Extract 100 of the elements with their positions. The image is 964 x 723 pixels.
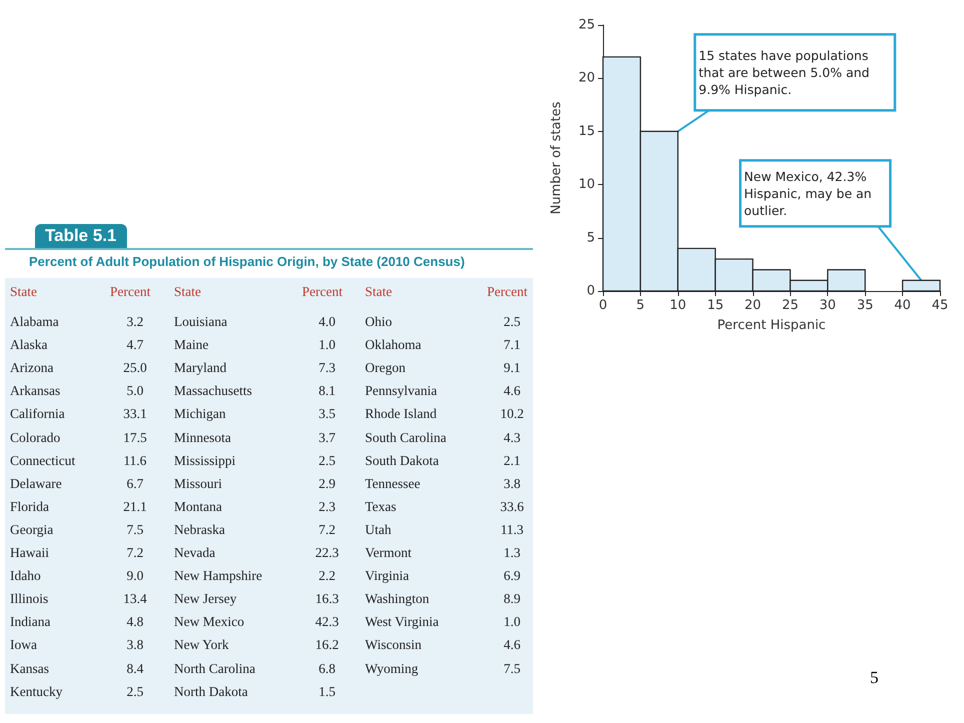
x-tick-label: 40 <box>894 298 911 313</box>
text: Maryland <box>174 360 226 376</box>
y-tick-label: 10 <box>578 177 595 192</box>
text: 42.3 <box>315 614 339 630</box>
text: Percent <box>110 284 150 300</box>
text: Massachusetts <box>174 383 252 400</box>
text: 4.6 <box>504 637 520 654</box>
text: Iowa <box>10 637 37 654</box>
text: Pennsylvania <box>365 383 437 400</box>
y-tick-label: 15 <box>578 124 595 139</box>
text: 3.5 <box>318 406 336 422</box>
y-tick-label: 25 <box>578 18 595 32</box>
text: 2.2 <box>318 568 336 584</box>
text: 8.4 <box>126 660 144 676</box>
text: 4.7 <box>126 337 144 354</box>
text: New Jersey <box>174 591 237 608</box>
text: Minnesota <box>174 430 231 446</box>
text: Texas <box>365 498 396 515</box>
text: 8.1 <box>318 383 336 400</box>
text: Kansas <box>10 660 49 676</box>
x-tick-label: 10 <box>670 298 686 313</box>
text: Arkansas <box>10 383 60 400</box>
text: Illinois <box>10 591 48 608</box>
x-tick-label: 45 <box>932 298 948 313</box>
text: 3.7 <box>318 430 336 446</box>
text: Percent of Adult Population of Hispanic Origin, by State (2010 Census) <box>29 254 465 269</box>
text: 9.0 <box>126 568 144 584</box>
text: Tennessee <box>365 476 420 492</box>
text: 6.7 <box>126 476 144 492</box>
text: 11.3 <box>500 522 524 538</box>
text: 2.1 <box>504 452 520 469</box>
text: New Mexico <box>174 614 244 630</box>
text: 16.2 <box>315 637 339 654</box>
text: Table 5.1 <box>35 224 126 248</box>
text: 1.5 <box>318 684 336 700</box>
x-tick-label: 20 <box>744 298 762 313</box>
text: 7.5 <box>504 660 520 676</box>
x-tick-label: 15 <box>707 298 724 313</box>
text: 10.2 <box>500 406 524 422</box>
text: 4.6 <box>504 383 520 400</box>
text: Kentucky <box>10 684 62 700</box>
text: New York <box>174 637 229 654</box>
text: 4.3 <box>504 430 520 446</box>
text: Oklahoma <box>365 337 422 354</box>
text: 2.5 <box>126 684 144 700</box>
y-tick-label: 5 <box>586 230 595 246</box>
text: 17.5 <box>123 430 147 446</box>
text: Ohio <box>365 314 392 330</box>
text: 6.8 <box>318 660 336 676</box>
y-axis-title: Number of states <box>549 101 564 214</box>
x-tick-label: 5 <box>636 298 645 313</box>
text: 7.1 <box>504 337 520 354</box>
text: 21.1 <box>123 498 147 515</box>
text: Virginia <box>365 568 409 584</box>
text: Wyoming <box>365 660 418 676</box>
text: 7.3 <box>318 360 336 376</box>
text: North Dakota <box>174 684 248 700</box>
text: Hawaii <box>10 545 49 561</box>
text: 2.5 <box>318 452 336 469</box>
annotation: New Mexico, 42.3% Hispanic, may be an outlier. <box>744 168 876 218</box>
text: 4.8 <box>126 614 144 630</box>
text: Percent <box>302 284 342 300</box>
text: State <box>10 284 37 300</box>
text: Alaska <box>10 337 48 354</box>
text: 9.1 <box>504 360 520 376</box>
text: Florida <box>10 498 49 515</box>
text: Maine <box>174 337 208 354</box>
text: 7.5 <box>126 522 144 538</box>
text: Idaho <box>10 568 41 584</box>
text: 5 <box>870 668 878 688</box>
text: South Dakota <box>365 452 439 469</box>
text: 5.0 <box>126 383 144 400</box>
text: Washington <box>365 591 430 608</box>
text: Mississippi <box>174 452 236 469</box>
text: Nevada <box>174 545 216 561</box>
text: 16.3 <box>315 591 339 608</box>
text: 1.3 <box>504 545 520 561</box>
text: Indiana <box>10 614 50 630</box>
text: 11.6 <box>123 452 147 469</box>
text: North Carolina <box>174 660 256 676</box>
text: Missouri <box>174 476 222 492</box>
text: 1.0 <box>318 337 336 354</box>
text: Michigan <box>174 406 226 422</box>
text: South Carolina <box>365 430 446 446</box>
text: Oregon <box>365 360 406 376</box>
text: Louisiana <box>174 314 228 330</box>
annotation: 15 states have populations that are between 5.0% and 9.9% Hispanic. <box>698 48 874 97</box>
text: Colorado <box>10 430 60 446</box>
y-tick-label: 20 <box>578 70 595 86</box>
text: New Hampshire <box>174 568 262 584</box>
text: 3.8 <box>126 637 144 654</box>
text: 3.8 <box>504 476 520 492</box>
text: West Virginia <box>365 614 439 630</box>
text: 8.9 <box>504 591 520 608</box>
text: State <box>174 284 201 300</box>
text: Montana <box>174 498 222 515</box>
x-axis-title: Percent Hispanic <box>717 318 826 333</box>
text: Utah <box>365 522 392 538</box>
text: 7.2 <box>318 522 336 538</box>
text: Connecticut <box>10 452 76 469</box>
